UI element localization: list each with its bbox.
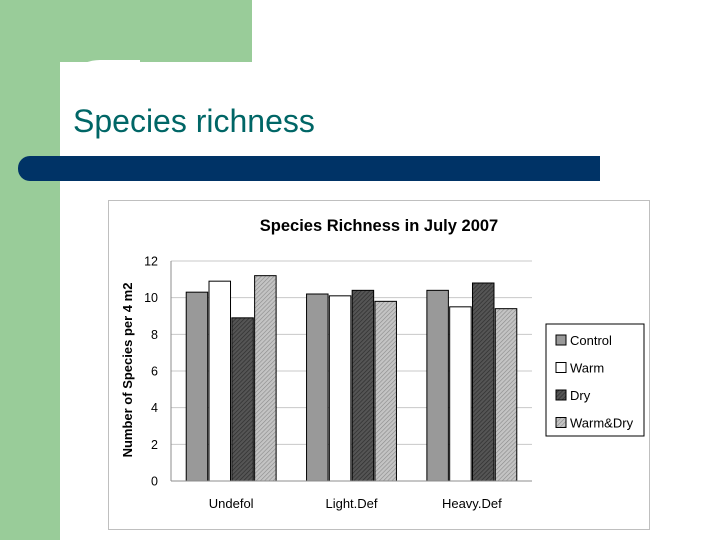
gridlines [171,260,532,445]
y-tick-label: 4 [151,401,158,415]
legend-swatch [555,417,567,428]
legend-label: Control [570,333,612,348]
x-tick-label: Undefol [209,496,254,511]
legend-swatch [555,389,567,401]
bar-warm-dry-1 [374,300,397,482]
bar-warm-1 [328,295,352,482]
bar-dry-2 [471,282,495,482]
title-underline-bar [18,156,600,181]
species-richness-chart: Species Richness in July 2007 Number of … [120,217,645,511]
legend-swatch [555,334,567,346]
y-axis-label: Number of Species per 4 m2 [120,283,135,458]
decor-green-left [0,0,60,540]
y-tick-label: 8 [151,328,158,342]
bar-control-1 [306,293,329,482]
bar-control-0 [185,291,209,482]
slide-title: Species richness [73,103,315,139]
legend-label: Warm&Dry [570,416,634,431]
bar-dry-1 [351,289,375,482]
y-tick-label: 6 [151,365,158,379]
legend: Control Warm Dry Warm&Dry [545,323,645,437]
decor-white-curve [60,60,140,140]
bar-control-2 [426,289,449,482]
bar-warm-2 [449,306,472,482]
y-tick-label: 0 [151,475,158,489]
y-tick-label: 2 [151,438,158,452]
x-tick-label: Light.Def [325,496,377,511]
bar-warm-dry-0 [254,275,277,482]
y-tick-label: 12 [144,255,158,269]
axes: 0 2 4 6 8 10 12 Undefol Light.Def Heavy.Def [144,255,532,511]
bar-warm-0 [208,280,232,482]
legend-label: Warm [570,361,604,376]
bars [185,275,518,482]
chart-title: Species Richness in July 2007 [260,217,498,235]
legend-swatch [555,362,567,373]
y-tick-label: 10 [144,291,158,305]
legend-label: Dry [570,388,591,403]
x-tick-label: Heavy.Def [442,496,502,511]
bar-dry-0 [231,317,254,482]
bar-warm-dry-2 [494,308,518,482]
